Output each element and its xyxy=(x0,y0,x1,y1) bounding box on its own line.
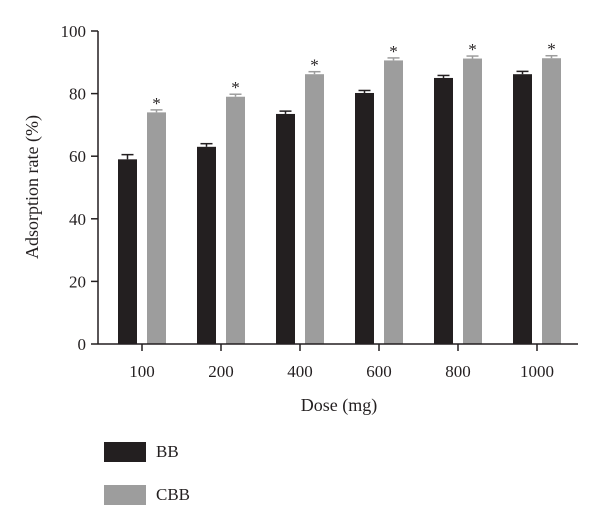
x-ticks: 100 200 400 600 800 1000 xyxy=(129,344,554,381)
bar-cbb-1000 xyxy=(542,58,561,345)
bar-cbb-200 xyxy=(226,96,245,344)
bar-cbb-100 xyxy=(147,112,166,344)
error-bar-cbb-600 xyxy=(387,57,400,61)
significance-marker-1000: * xyxy=(547,40,556,59)
y-tick-label: 40 xyxy=(69,210,86,229)
error-bar-bb-100 xyxy=(121,153,134,160)
y-tick-label: 20 xyxy=(69,272,86,291)
significance-marker-100: * xyxy=(152,94,161,113)
error-bar-cbb-100 xyxy=(150,109,163,113)
x-tick-label: 100 xyxy=(129,362,155,381)
bar-bb-800 xyxy=(434,77,453,344)
y-tick-label: 80 xyxy=(69,85,86,104)
x-tick-label: 800 xyxy=(445,362,471,381)
significance-marker-400: * xyxy=(310,56,319,75)
significance-marker-800: * xyxy=(468,40,477,59)
bar-bb-200 xyxy=(197,146,216,344)
error-bar-cbb-200 xyxy=(229,93,242,97)
significance-layer: * * * * * * xyxy=(152,40,556,113)
error-bar-cbb-400 xyxy=(308,70,321,75)
x-axis-title: Dose (mg) xyxy=(301,395,377,416)
bar-bb-1000 xyxy=(513,74,532,344)
y-tick-label: 0 xyxy=(78,335,87,354)
bar-bb-100 xyxy=(118,159,137,344)
significance-marker-600: * xyxy=(389,42,398,61)
error-bar-bb-800 xyxy=(437,74,450,78)
y-axis-title: Adsorption rate (%) xyxy=(22,115,43,259)
error-bar-bb-200 xyxy=(200,142,213,147)
error-bar-cbb-800 xyxy=(466,55,479,59)
bar-cbb-600 xyxy=(384,60,403,345)
error-bar-bb-1000 xyxy=(516,70,529,75)
significance-marker-200: * xyxy=(231,78,240,97)
error-bar-bb-400 xyxy=(279,110,292,114)
axes xyxy=(97,31,578,345)
error-bars-layer xyxy=(121,54,558,160)
x-tick-label: 600 xyxy=(366,362,392,381)
error-bar-cbb-1000 xyxy=(545,54,558,59)
legend: BB CBB xyxy=(104,442,190,505)
x-tick-label: 1000 xyxy=(520,362,554,381)
bar-cbb-400 xyxy=(305,74,324,344)
legend-swatch-bb xyxy=(104,442,146,462)
y-ticks: 0 20 40 60 80 100 xyxy=(61,22,98,354)
legend-label-bb: BB xyxy=(156,442,179,461)
x-tick-label: 400 xyxy=(287,362,313,381)
legend-label-cbb: CBB xyxy=(156,485,190,504)
bars-layer xyxy=(118,58,561,345)
x-tick-label: 200 xyxy=(208,362,234,381)
bar-bb-600 xyxy=(355,92,374,344)
error-bar-bb-600 xyxy=(358,89,371,93)
bar-cbb-800 xyxy=(463,58,482,344)
y-tick-label: 100 xyxy=(61,22,87,41)
bar-bb-400 xyxy=(276,113,295,344)
y-tick-label: 60 xyxy=(69,147,86,166)
legend-swatch-cbb xyxy=(104,485,146,505)
